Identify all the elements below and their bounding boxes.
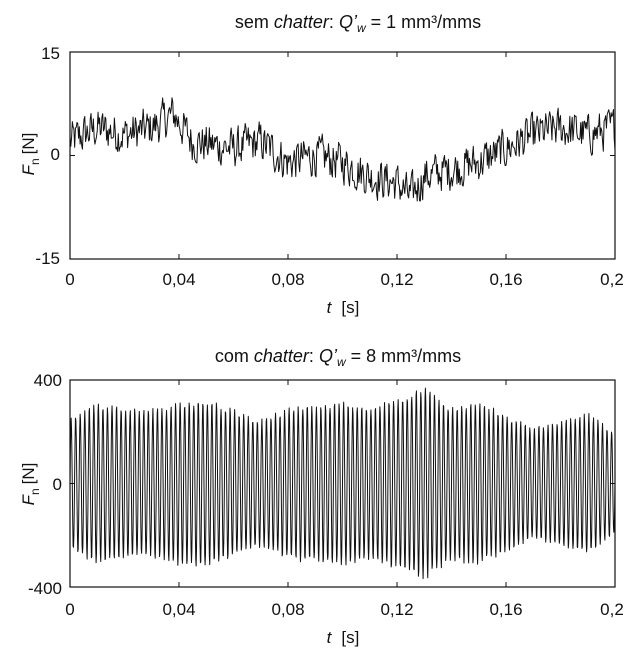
chart-bottom-xtick: 0,12 (380, 600, 413, 619)
chart-top-xlabel: t [s] (327, 298, 360, 317)
chart-top-xtick: 0,08 (271, 270, 304, 289)
chart-top-tickmarks (69, 51, 616, 260)
chart-bottom-xtick: 0,08 (271, 600, 304, 619)
chart-bottom-ytick: -400 (28, 579, 62, 598)
chart-bottom-title: com chatter: Q’w = 8 mm³/mms (215, 346, 461, 369)
chart-bottom-xlabel: t [s] (327, 628, 360, 647)
svg-text:Fn[N]: Fn[N] (19, 133, 42, 176)
chart-bottom: com chatter: Q’w = 8 mm³/mms Fn[N] 400 0… (19, 346, 624, 647)
chart-bottom-series-line (69, 387, 616, 580)
chart-top-ytick: -15 (35, 249, 60, 268)
chart-top-ylabel: Fn[N] (19, 133, 42, 176)
chart-top-xtick: 0,2 (600, 270, 624, 289)
chart-top: sem chatter: Q’w = 1 mm³/mms Fn[N] 15 0 … (19, 12, 624, 317)
chart-bottom-ytick: 400 (34, 371, 62, 390)
chart-bottom-xtick: 0,2 (600, 600, 624, 619)
chart-top-title: sem chatter: Q’w = 1 mm³/mms (235, 12, 481, 35)
chart-top-frame (69, 51, 616, 260)
chart-bottom-xtick: 0,16 (489, 600, 522, 619)
chart-bottom-xtick: 0,04 (162, 600, 195, 619)
chart-top-ytick: 15 (41, 44, 60, 63)
chart-top-xtick: 0,04 (162, 270, 195, 289)
chart-top-series-line (69, 97, 616, 202)
svg-text:Fn[N]: Fn[N] (19, 463, 42, 506)
chart-top-xtick: 0,16 (489, 270, 522, 289)
chart-bottom-xtick: 0 (65, 600, 74, 619)
chart-bottom-ylabel: Fn[N] (19, 463, 42, 506)
chart-top-ytick: 0 (51, 145, 60, 164)
chart-bottom-ytick: 0 (53, 475, 62, 494)
chart-top-xtick: 0,12 (380, 270, 413, 289)
chart-bottom-frame (69, 379, 616, 588)
chart-top-xtick: 0 (65, 270, 74, 289)
